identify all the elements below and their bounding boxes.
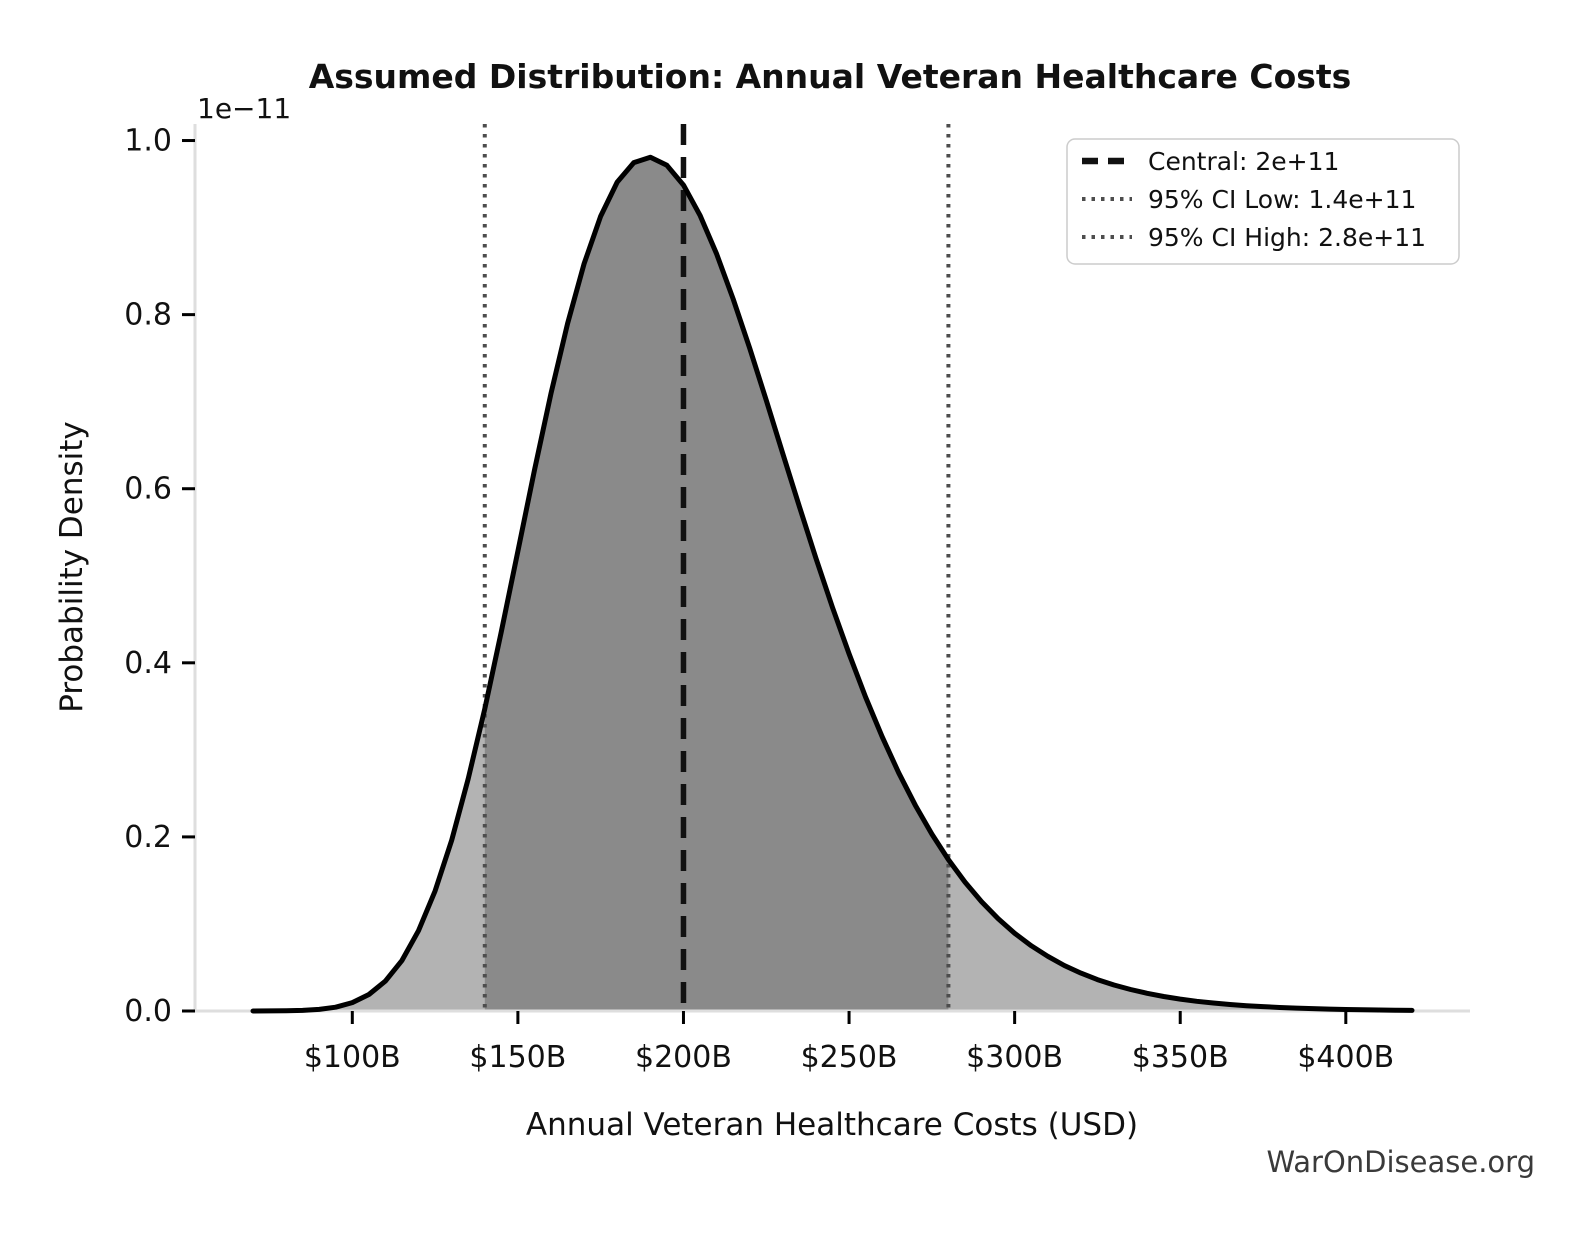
x-tick-label: $150B	[469, 1040, 566, 1075]
legend-box	[1066, 138, 1460, 265]
y-tick-label: 0.2	[124, 820, 172, 855]
x-axis-ticks: $100B $150B $200B $250B $300B $350B $400B	[304, 1011, 1394, 1075]
x-tick-label: $300B	[966, 1040, 1063, 1075]
legend-item-ci-high: 95% CI High: 2.8e+11	[1148, 223, 1426, 252]
y-axis-offset-label: 1e−11	[197, 92, 291, 125]
chart-title: Assumed Distribution: Annual Veteran Hea…	[309, 57, 1352, 96]
y-tick-label: 0.8	[124, 298, 172, 333]
x-tick-label: $350B	[1132, 1040, 1229, 1075]
x-axis-label: Annual Veteran Healthcare Costs (USD)	[526, 1107, 1138, 1143]
y-tick-label: 0.0	[124, 994, 172, 1029]
watermark: WarOnDisease.org	[1266, 1145, 1535, 1179]
density-curve	[250, 154, 1415, 1014]
y-tick-label: 1.0	[124, 124, 172, 159]
legend-item-ci-low: 95% CI Low: 1.4e+11	[1148, 185, 1416, 214]
legend: Central: 2e+11 95% CI Low: 1.4e+11 95% C…	[1066, 138, 1460, 265]
y-tick-label: 0.6	[124, 472, 172, 507]
density-areas	[253, 157, 1412, 1012]
y-tick-label: 0.4	[124, 646, 172, 681]
y-axis-label: Probability Density	[54, 421, 90, 713]
x-tick-label: $250B	[801, 1040, 898, 1075]
legend-item-central: Central: 2e+11	[1148, 147, 1339, 176]
x-tick-label: $400B	[1297, 1040, 1394, 1075]
x-tick-label: $100B	[304, 1040, 401, 1075]
x-tick-label: $200B	[635, 1040, 732, 1075]
ci-area-dark	[484, 157, 949, 1012]
y-axis-ticks: 0.0 0.2 0.4 0.6 0.8 1.0	[124, 124, 195, 1029]
